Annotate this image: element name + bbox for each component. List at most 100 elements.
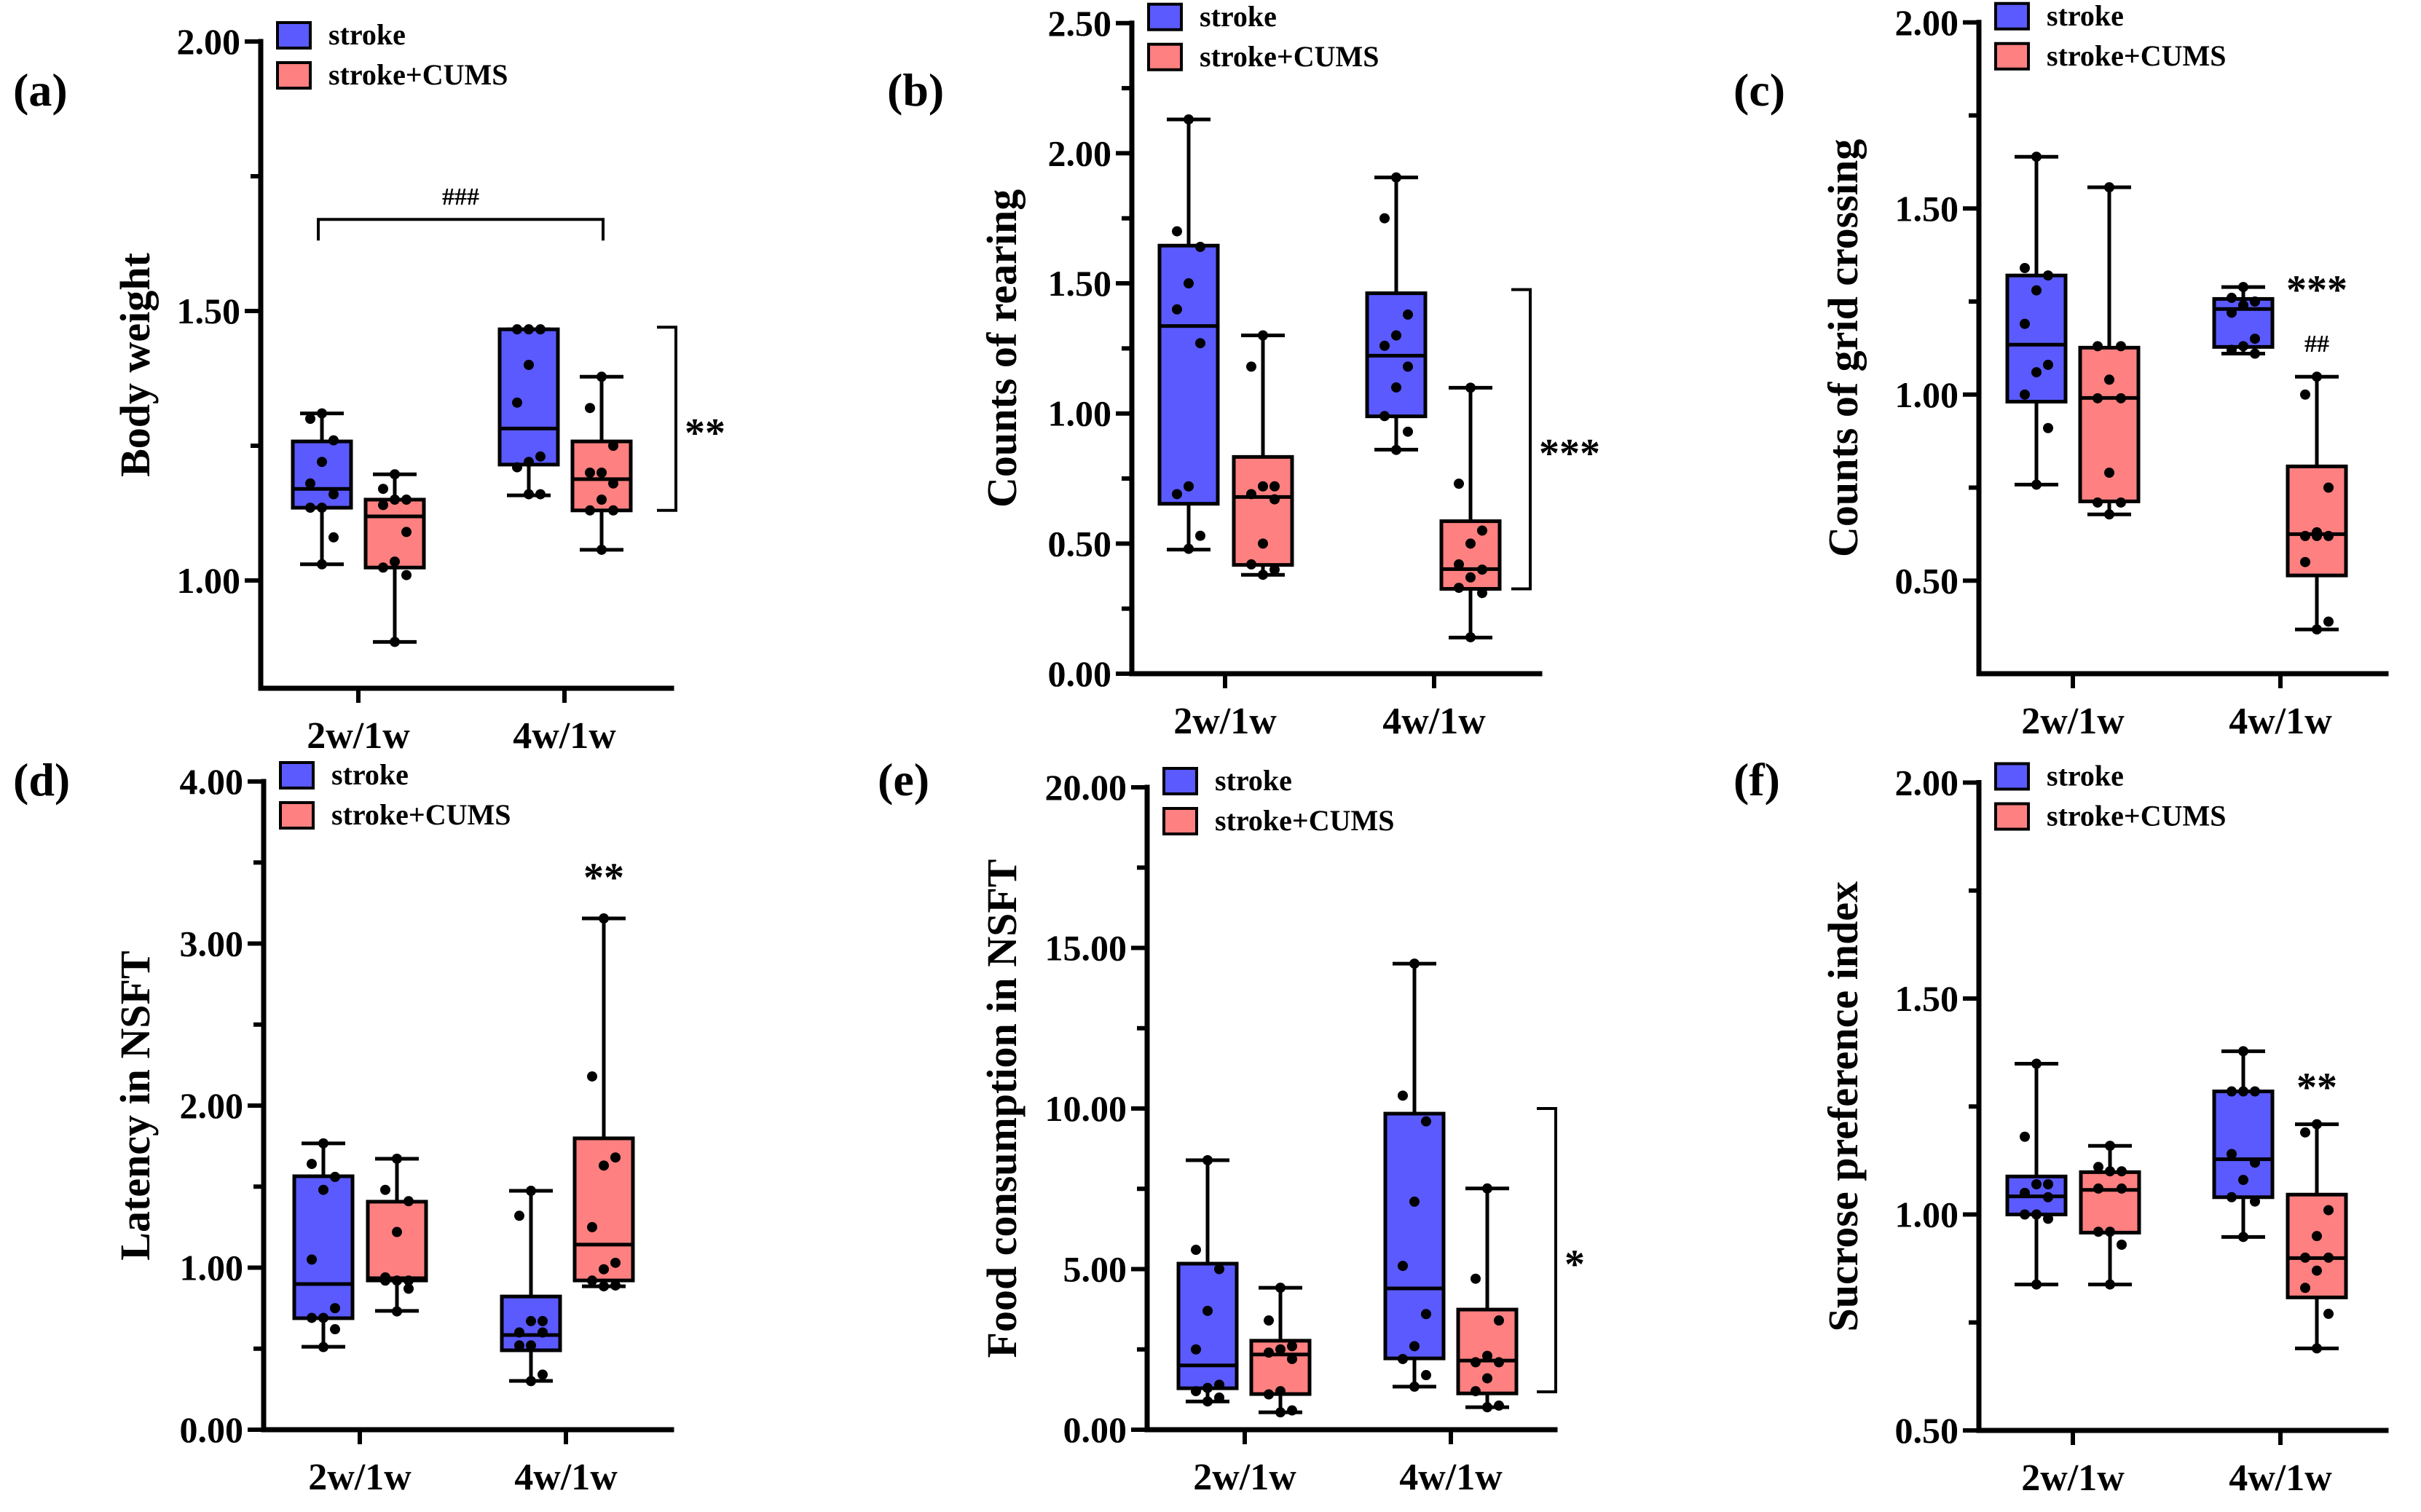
- legend-label: stroke+CUMS: [1215, 804, 1394, 837]
- box-stroke-cums-2w-1w: [363, 469, 426, 647]
- data-point: [1477, 588, 1487, 599]
- data-point: [2020, 1187, 2030, 1198]
- data-point: [538, 1315, 548, 1326]
- data-point: [401, 527, 412, 538]
- data-point: [2116, 393, 2126, 403]
- data-point: [512, 324, 522, 335]
- panel-d: (d) 0.00 1.00 2.00 3.00 4.00 Latency in NSFT 2w…: [13, 754, 674, 1498]
- box-stroke-cums-2w-1w: [1249, 1283, 1312, 1418]
- data-point: [1202, 1155, 1213, 1166]
- data-point: [305, 503, 315, 513]
- data-point: [2105, 1279, 2115, 1290]
- data-point: [2300, 389, 2310, 400]
- data-point: [307, 1254, 317, 1265]
- data-point: [2250, 1086, 2260, 1097]
- y-axis-title: Counts of grid crossing: [1819, 139, 1867, 557]
- data-point: [2312, 1265, 2322, 1276]
- y-tick-label: 1.50: [1048, 263, 1112, 304]
- data-point: [526, 1315, 536, 1326]
- panel-f: (f) 0.50 1.00 1.50 2.00 Sucrose preference in…: [1733, 754, 2389, 1499]
- legend-label: stroke+CUMS: [328, 58, 508, 91]
- data-point: [1398, 1353, 1408, 1364]
- box-iqr: [2005, 273, 2068, 403]
- y-axis-title: Latency in NSFT: [111, 950, 159, 1260]
- legend-label: stroke: [1200, 0, 1277, 33]
- data-point: [538, 1327, 548, 1338]
- data-point: [1465, 572, 1476, 583]
- panel-label: (b): [887, 64, 944, 116]
- data-point: [1379, 340, 1390, 351]
- x-tick-label: 4w/1w: [1399, 1457, 1503, 1498]
- y-tick-label: 15.00: [1045, 928, 1127, 969]
- data-point: [2105, 1226, 2115, 1237]
- data-point: [1287, 1341, 1297, 1352]
- y-tick-label: 2.00: [177, 21, 241, 62]
- data-point: [1421, 1370, 1431, 1381]
- data-point: [1269, 494, 1280, 505]
- box-stroke-2w-1w: [2005, 1058, 2068, 1290]
- box-iqr: [1176, 1261, 1239, 1390]
- data-point: [1287, 1353, 1297, 1364]
- x-tick-label: 2w/1w: [1173, 701, 1277, 742]
- data-point: [1398, 1261, 1408, 1272]
- significance-bracket: [1511, 288, 1532, 591]
- data-point: [404, 1275, 414, 1286]
- legend-swatch-stroke: [1994, 762, 2030, 791]
- data-point: [1379, 213, 1390, 224]
- y-tick-label: 20.00: [1045, 767, 1127, 808]
- data-point: [1258, 481, 1268, 492]
- box-stroke-cums-2w-1w: [366, 1153, 428, 1317]
- legend-label: stroke: [331, 758, 409, 791]
- data-point: [2250, 334, 2260, 344]
- box-stroke-cums-2w-1w: [2078, 182, 2141, 520]
- y-axis-title: Sucrose preference index: [1819, 881, 1867, 1332]
- data-point: [1264, 1347, 1274, 1358]
- data-point: [1264, 1315, 1274, 1326]
- data-point: [526, 1340, 536, 1351]
- axes: [258, 39, 674, 691]
- data-point: [318, 1184, 328, 1195]
- x-tick-label: 4w/1w: [2229, 1457, 2332, 1499]
- data-point: [1403, 426, 1413, 437]
- data-point: [1287, 1405, 1297, 1416]
- data-point: [2104, 468, 2114, 479]
- box-stroke-cums-4w-1w: [1456, 1183, 1519, 1413]
- data-point: [2312, 624, 2322, 635]
- data-point: [1269, 564, 1280, 575]
- data-point: [328, 532, 339, 543]
- data-point: [585, 468, 595, 478]
- data-point: [318, 1342, 328, 1352]
- data-point: [330, 1324, 340, 1335]
- box-iqr: [2079, 1170, 2141, 1235]
- data-point: [1246, 559, 1256, 570]
- data-point: [380, 1184, 390, 1195]
- y-tick-label: 0.00: [1063, 1409, 1127, 1450]
- data-point: [392, 1306, 402, 1317]
- y-tick-label: 2.50: [1048, 3, 1112, 44]
- legend-swatch-stroke: [276, 21, 312, 50]
- data-point: [2250, 348, 2260, 359]
- legend-label: stroke: [2047, 760, 2124, 792]
- data-point: [2031, 285, 2042, 296]
- box-stroke-cums-4w-1w: [572, 913, 635, 1292]
- data-point: [1421, 1116, 1431, 1127]
- data-point: [608, 505, 618, 516]
- box-stroke-cums-4w-1w: [2286, 371, 2348, 635]
- y-tick-label: 0.00: [1048, 653, 1112, 694]
- data-point: [1482, 1373, 1492, 1384]
- data-point: [2312, 530, 2322, 541]
- data-point: [587, 1071, 597, 1082]
- data-point: [2323, 530, 2334, 541]
- x-tick-label: 2w/1w: [307, 715, 410, 757]
- x-tick-label: 2w/1w: [2021, 701, 2125, 742]
- data-point: [514, 1327, 524, 1338]
- data-point: [535, 489, 546, 500]
- data-point: [330, 1303, 340, 1314]
- data-point: [1191, 1344, 1201, 1355]
- data-point: [1191, 1245, 1201, 1256]
- data-point: [2227, 344, 2237, 355]
- data-point: [1184, 543, 1194, 554]
- significance-label: ###: [442, 184, 479, 210]
- data-point: [1202, 1305, 1213, 1316]
- y-tick-label: 1.00: [1895, 374, 1959, 415]
